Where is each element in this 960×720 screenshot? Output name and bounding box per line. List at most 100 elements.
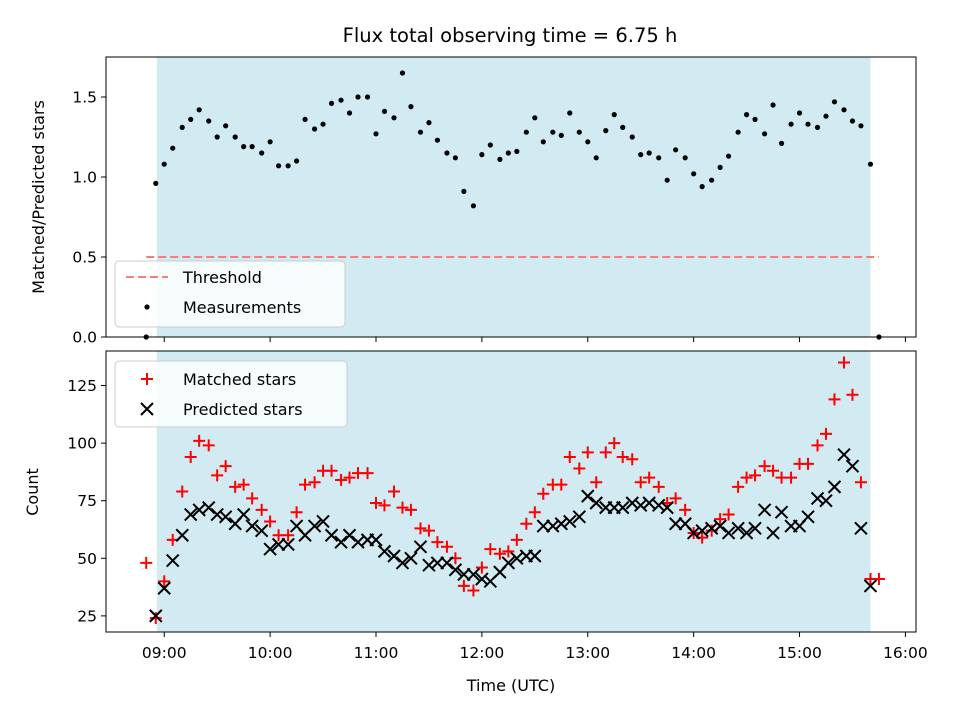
- matched-star-point: [608, 437, 621, 450]
- measurement-point: [267, 139, 273, 145]
- predicted-star-point: [757, 503, 772, 517]
- predicted-stars-points: [149, 447, 878, 623]
- measurement-point: [328, 100, 335, 106]
- matched-star-point: [158, 575, 171, 588]
- predicted-star-point: [157, 581, 171, 595]
- measurement-point: [805, 121, 811, 127]
- measurement-point: [444, 150, 450, 156]
- predicted-star-point: [721, 526, 736, 540]
- measurement-point: [523, 129, 529, 135]
- measurement-point: [170, 145, 176, 151]
- matched-star-point: [634, 476, 647, 489]
- predicted-star-point: [581, 489, 595, 503]
- measurement-point: [452, 155, 459, 161]
- measurement-point: [858, 123, 864, 129]
- matched-star-point: [820, 427, 832, 440]
- predicted-star-point: [563, 514, 577, 529]
- measurement-point: [743, 112, 750, 118]
- predicted-star-point: [854, 521, 868, 536]
- matched-star-point: [872, 573, 885, 586]
- matched-legend-marker: [141, 373, 153, 385]
- matched-star-point: [520, 517, 533, 530]
- matched-star-point: [679, 503, 692, 516]
- measurement-point: [293, 158, 300, 164]
- matched-star-point: [714, 513, 727, 526]
- matched-star-point: [396, 501, 409, 514]
- measurement-point: [752, 116, 758, 122]
- measurement-point: [391, 115, 397, 121]
- predicted-star-point: [316, 514, 330, 529]
- x-axis-label: Time (UTC): [466, 676, 555, 695]
- measurement-point: [275, 163, 282, 169]
- matched-star-point: [378, 499, 391, 512]
- matched-star-point: [484, 543, 497, 556]
- predicted-star-point: [774, 505, 789, 519]
- measurement-point: [505, 150, 511, 156]
- measurement-point: [232, 134, 238, 140]
- predicted-star-point: [334, 535, 348, 549]
- predicted-star-point: [572, 510, 587, 524]
- time-x-axis: 09:00 10:00 11:00 12:00 13:00 14:00 15:00 16:00: [142, 632, 928, 662]
- measurement-point: [611, 112, 617, 118]
- predicted-star-point: [660, 500, 674, 515]
- measurement-point: [691, 171, 697, 177]
- predicted-star-point: [342, 528, 357, 542]
- measurement-point: [646, 150, 652, 156]
- predicted-star-point: [713, 519, 727, 533]
- time-x-tick-label: 12:00: [460, 644, 505, 662]
- matched-star-point: [767, 464, 780, 477]
- matched-star-point: [722, 508, 735, 521]
- predicted-star-point: [422, 558, 436, 572]
- count-y-axis: 25 50 75 100 125: [67, 377, 106, 625]
- ratio-y-label: Matched/Predicted stars: [29, 100, 48, 294]
- time-x-tick-label: 15:00: [777, 644, 822, 662]
- time-x-tick-label: 10:00: [248, 644, 293, 662]
- predicted-star-point: [766, 526, 780, 540]
- matched-star-point: [255, 503, 268, 516]
- predicted-star-point: [810, 491, 825, 506]
- measurement-point: [426, 120, 432, 126]
- predicted-star-point: [149, 609, 163, 623]
- matched-star-point: [802, 457, 814, 470]
- matched-star-point: [537, 487, 550, 500]
- predicted-star-point: [475, 572, 489, 586]
- ratio-panel: 0.0 0.5 1.0 1.5 Matched/Predicted stars Thr…: [29, 56, 917, 347]
- matched-star-point: [846, 388, 859, 401]
- count-y-tick-label: 100: [67, 435, 97, 453]
- predicted-star-point: [218, 510, 233, 524]
- predicted-legend-label: Predicted stars: [183, 400, 303, 419]
- predicted-star-point: [651, 498, 666, 513]
- measurement-point: [461, 188, 467, 194]
- measurement-point: [285, 163, 291, 169]
- measurement-point: [567, 110, 573, 116]
- measurement-point: [629, 134, 635, 140]
- predicted-star-point: [546, 519, 560, 533]
- ratio-y-tick-label: 0.5: [72, 249, 97, 267]
- measurement-point: [338, 97, 344, 103]
- measurement-point: [214, 134, 220, 140]
- matched-star-point: [229, 480, 242, 493]
- count-panel: 25 50 75 100 125 09:00 10:00 11:00 12:00 13:00 14…: [23, 350, 928, 695]
- matched-star-point: [219, 460, 232, 473]
- measurement-point: [823, 113, 829, 119]
- predicted-star-point: [448, 563, 463, 577]
- ratio-y-tick-label: 1.5: [72, 89, 97, 107]
- measurement-point: [320, 121, 326, 127]
- matched-star-point: [811, 439, 824, 452]
- predicted-star-point: [845, 459, 860, 473]
- measurement-point: [593, 155, 599, 161]
- measurement-point: [153, 180, 159, 186]
- predicted-star-point: [404, 551, 418, 566]
- measurement-point: [717, 164, 723, 170]
- predicted-star-point: [633, 498, 648, 513]
- matched-star-point: [431, 536, 444, 549]
- measurement-point: [399, 70, 406, 76]
- measurement-point: [355, 94, 361, 100]
- predicted-star-point: [704, 521, 719, 536]
- count-y-tick-label: 75: [77, 492, 97, 510]
- measurement-point: [241, 144, 247, 150]
- predicted-star-point: [324, 528, 339, 542]
- predicted-star-point: [827, 480, 842, 494]
- predicted-star-point: [863, 579, 878, 593]
- measurement-point: [249, 144, 255, 150]
